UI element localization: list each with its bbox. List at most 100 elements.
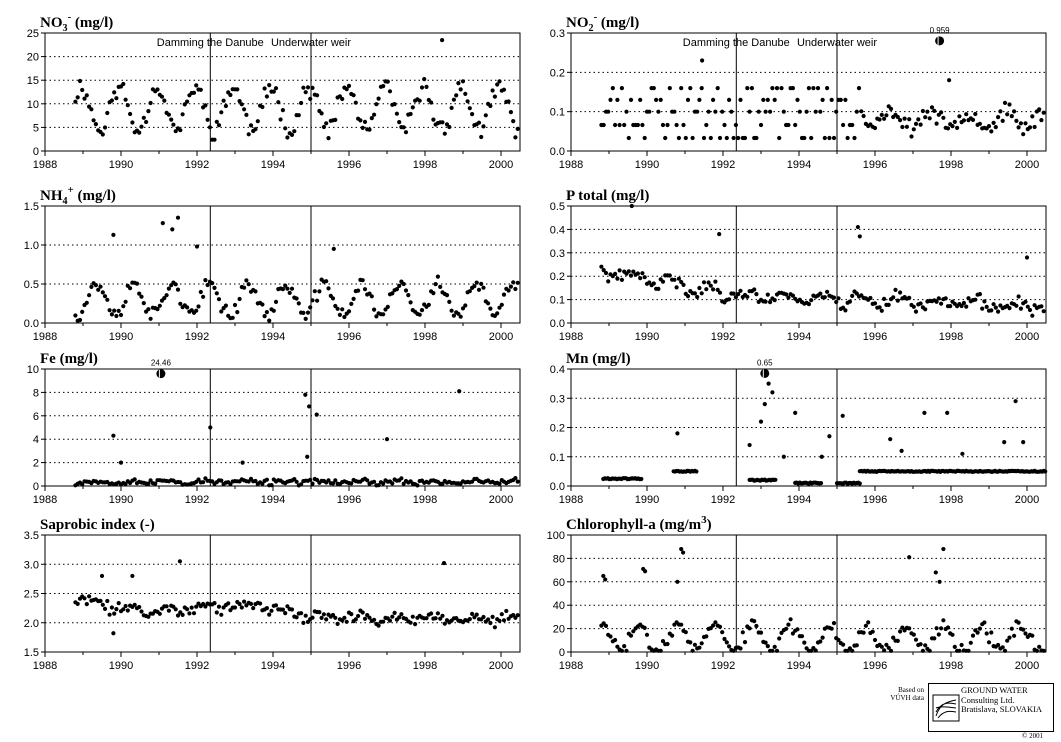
data-point <box>934 626 939 631</box>
data-point <box>390 291 395 296</box>
data-point <box>708 135 713 141</box>
data-point <box>435 611 440 616</box>
data-point <box>139 124 144 129</box>
data-point <box>392 102 397 107</box>
x-tick-label: 1996 <box>337 331 361 343</box>
data-point <box>720 630 725 635</box>
data-point <box>1030 114 1035 119</box>
data-point <box>111 433 116 438</box>
data-point <box>1041 648 1046 653</box>
data-point <box>372 617 377 622</box>
x-tick-label: 2000 <box>1015 494 1039 506</box>
data-point <box>271 308 276 313</box>
data-point <box>342 615 347 620</box>
data-point <box>872 637 878 643</box>
data-point <box>768 300 773 305</box>
data-point <box>1009 114 1014 119</box>
x-tick-label: 2000 <box>1015 660 1039 672</box>
x-tick-label: 1998 <box>939 494 963 506</box>
data-point <box>283 611 288 616</box>
data-point <box>141 115 146 120</box>
data-point <box>456 81 461 86</box>
data-point <box>665 641 670 647</box>
chart-panel-3: NH4+ (mg/l) 0.0 0.5 1.0 1.5 1988 1990 1992 1994 1… <box>24 184 521 343</box>
data-point <box>397 120 402 125</box>
clipped-outlier-point <box>935 36 945 46</box>
data-point <box>674 285 679 290</box>
x-tick-label: 1996 <box>337 660 361 672</box>
data-point <box>267 318 272 323</box>
data-point <box>795 627 800 632</box>
data-point <box>271 89 276 94</box>
data-point <box>939 110 944 115</box>
event-label: Underwater weir <box>797 37 877 49</box>
data-point <box>945 410 950 415</box>
data-point <box>269 483 274 488</box>
data-point <box>872 301 878 306</box>
data-point <box>768 109 773 114</box>
data-point <box>1041 110 1046 115</box>
data-point <box>850 293 855 298</box>
x-tick-label: 1992 <box>711 331 735 343</box>
data-point <box>809 135 814 141</box>
data-point <box>324 121 329 126</box>
data-point <box>84 602 89 607</box>
data-point <box>695 294 700 300</box>
data-point <box>688 640 693 645</box>
data-point <box>642 275 647 280</box>
data-point <box>950 124 955 129</box>
data-point <box>758 630 764 635</box>
data-point <box>125 103 130 108</box>
x-tick-label: 2000 <box>1015 331 1039 343</box>
data-point <box>740 630 745 635</box>
data-point <box>681 550 686 555</box>
data-point <box>724 640 729 645</box>
data-point <box>945 126 951 131</box>
data-point <box>977 121 983 126</box>
data-point <box>947 78 952 83</box>
data-point <box>877 117 882 122</box>
data-point <box>939 626 944 631</box>
data-point <box>717 290 723 295</box>
data-point <box>777 135 782 141</box>
data-point <box>952 119 957 124</box>
data-point <box>315 298 320 303</box>
data-point <box>640 271 645 276</box>
data-point <box>845 135 850 141</box>
data-point <box>615 644 620 649</box>
data-point <box>1037 107 1042 112</box>
x-tick-label: 1990 <box>635 159 659 171</box>
data-point <box>843 308 848 313</box>
chart-title: NO3- (mg/l) <box>40 11 113 34</box>
data-point <box>479 281 484 286</box>
data-point <box>356 288 361 293</box>
data-point <box>882 116 887 121</box>
data-point <box>628 633 634 638</box>
data-point <box>390 481 395 486</box>
data-point <box>706 109 711 114</box>
data-point <box>727 644 732 649</box>
data-point <box>793 122 798 128</box>
data-point <box>1032 303 1037 308</box>
data-point <box>911 304 916 309</box>
data-point <box>758 419 764 424</box>
data-point <box>248 601 254 607</box>
data-point <box>497 481 502 486</box>
data-point <box>818 639 823 644</box>
data-point <box>991 120 996 125</box>
data-point <box>280 108 285 113</box>
data-point <box>1005 638 1010 643</box>
data-point <box>763 299 768 304</box>
data-point <box>440 120 445 125</box>
data-point <box>934 121 939 126</box>
x-tick-label: 1996 <box>337 159 361 171</box>
data-point <box>886 645 891 650</box>
data-point <box>280 287 285 292</box>
data-point <box>408 111 413 117</box>
chart-title: Saprobic index (-) <box>40 517 155 533</box>
data-point <box>606 279 611 284</box>
data-point <box>146 614 151 619</box>
data-point <box>333 615 338 620</box>
x-tick-label: 1998 <box>939 660 963 672</box>
data-point <box>841 642 846 647</box>
